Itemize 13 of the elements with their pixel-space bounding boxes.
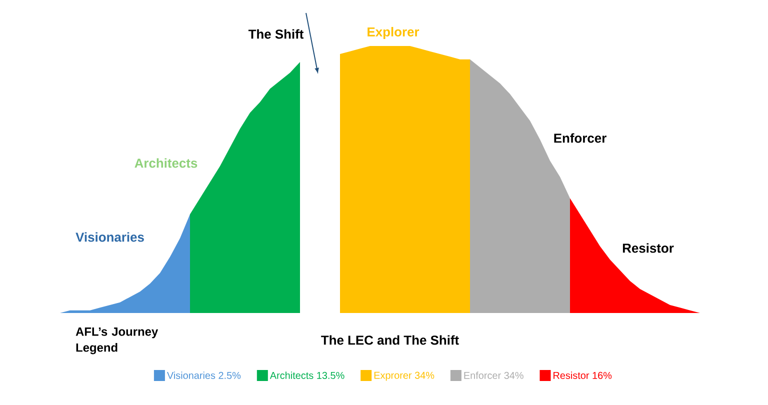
legend-label: Visionaries 2.5%	[166, 372, 241, 379]
legend-title: AFL’s Journey Legend	[76, 328, 158, 354]
legend-label: Enforcer 34%	[464, 372, 524, 379]
text: Explorer	[368, 26, 420, 40]
annotation: Architects	[134, 158, 198, 168]
annotation: Resistor	[622, 243, 674, 253]
text: The Shift	[248, 29, 304, 39]
legend-label: Architects 13.5%	[270, 372, 344, 379]
text: The LEC and The Shift	[321, 335, 459, 345]
annotation: Visionaries	[76, 232, 144, 242]
legend-label: Exprorer 34%	[374, 372, 434, 381]
annotation: Enforcer	[554, 133, 606, 143]
legend-label: Resistor 16%	[554, 372, 612, 379]
